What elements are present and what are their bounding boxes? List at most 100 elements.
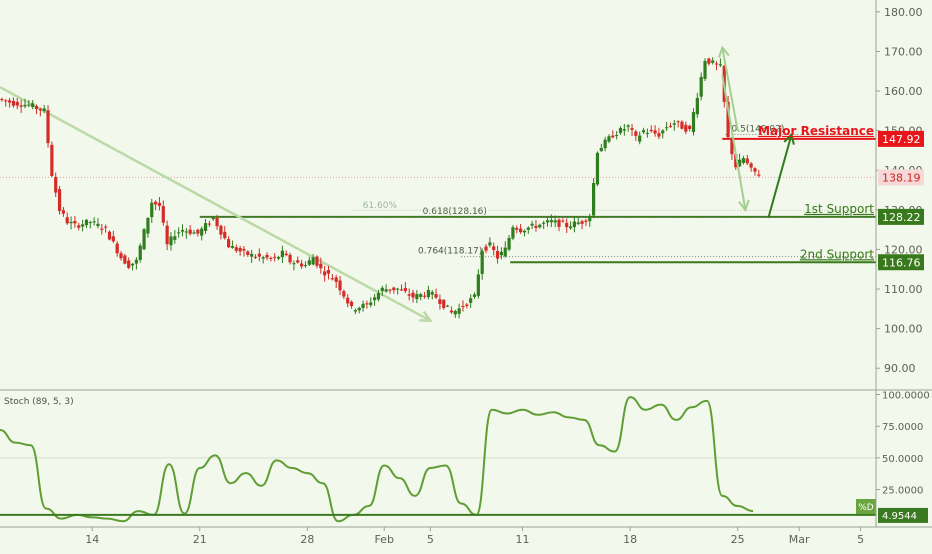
candle-body[interactable] [622, 129, 626, 131]
candle-body[interactable] [392, 287, 396, 291]
candle-body[interactable] [542, 222, 546, 224]
candle-body[interactable] [453, 310, 457, 315]
candle-body[interactable] [207, 223, 211, 225]
candle-body[interactable] [203, 223, 208, 231]
candle-body[interactable] [365, 303, 369, 305]
candle-body[interactable] [8, 100, 12, 103]
candle-body[interactable] [288, 254, 292, 263]
candle-body[interactable] [269, 257, 273, 259]
candle-body[interactable] [665, 127, 669, 129]
candle-body[interactable] [69, 222, 73, 224]
candle-body[interactable] [219, 225, 223, 235]
candle-body[interactable] [323, 271, 327, 276]
candle-body[interactable] [649, 129, 653, 132]
candle-body[interactable] [376, 293, 381, 300]
candle-body[interactable] [741, 158, 746, 163]
candle-body[interactable] [200, 228, 204, 236]
candle-body[interactable] [426, 289, 430, 298]
candle-body[interactable] [23, 104, 27, 107]
candle-body[interactable] [592, 183, 596, 216]
candle-body[interactable] [588, 216, 592, 222]
candle-body[interactable] [718, 64, 722, 66]
candle-body[interactable] [545, 220, 550, 223]
candle-body[interactable] [399, 289, 404, 291]
candle-body[interactable] [100, 228, 104, 230]
candle-body[interactable] [303, 265, 308, 267]
candle-body[interactable] [265, 254, 269, 258]
candle-body[interactable] [526, 227, 530, 230]
candle-body[interactable] [465, 304, 469, 306]
candle-body[interactable] [311, 257, 315, 265]
candle-body[interactable] [561, 220, 565, 222]
candle-body[interactable] [273, 256, 277, 258]
candle-body[interactable] [668, 125, 673, 127]
candle-body[interactable] [753, 168, 757, 172]
candle-body[interactable] [177, 232, 181, 234]
candle-body[interactable] [81, 224, 85, 227]
candle-body[interactable] [553, 220, 557, 223]
candle-body[interactable] [419, 294, 423, 297]
candle-body[interactable] [169, 236, 173, 246]
candle-body[interactable] [568, 226, 573, 229]
candle-body[interactable] [730, 138, 734, 155]
candle-body[interactable] [645, 132, 649, 134]
candle-body[interactable] [630, 128, 634, 130]
candle-body[interactable] [31, 103, 35, 108]
candle-body[interactable] [641, 130, 646, 133]
candle-body[interactable] [488, 242, 492, 246]
candle-body[interactable] [611, 135, 615, 138]
candle-body[interactable] [150, 202, 154, 218]
candle-body[interactable] [353, 310, 357, 312]
candle-body[interactable] [519, 228, 523, 233]
candle-body[interactable] [422, 295, 427, 297]
candle-body[interactable] [576, 222, 580, 224]
candle-body[interactable] [123, 255, 127, 264]
candle-body[interactable] [130, 263, 135, 266]
price-pane[interactable]: 0.5(149.02) 0.618(128.16) 0.764(118.17) 61.… [0, 45, 932, 391]
candle-body[interactable] [180, 229, 185, 232]
candle-body[interactable] [688, 125, 692, 130]
candle-body[interactable] [657, 133, 661, 137]
candle-body[interactable] [580, 221, 584, 224]
candle-body[interactable] [530, 223, 534, 226]
candle-body[interactable] [396, 288, 400, 290]
candle-body[interactable] [238, 247, 242, 252]
candle-body[interactable] [42, 108, 46, 112]
candle-body[interactable] [380, 287, 384, 292]
candle-body[interactable] [107, 231, 112, 240]
candle-body[interactable] [699, 76, 703, 97]
candle-body[interactable] [714, 63, 719, 65]
candle-body[interactable] [173, 236, 177, 240]
candle-body[interactable] [296, 260, 300, 263]
candle-body[interactable] [115, 243, 119, 254]
candle-body[interactable] [403, 288, 407, 292]
candle-body[interactable] [434, 294, 438, 298]
candle-body[interactable] [438, 299, 442, 304]
candle-body[interactable] [84, 219, 89, 226]
candle-body[interactable] [534, 225, 538, 228]
candle-body[interactable] [46, 110, 50, 144]
candle-body[interactable] [234, 247, 238, 251]
candle-body[interactable] [745, 158, 749, 164]
candle-body[interactable] [684, 124, 688, 132]
candle-body[interactable] [215, 217, 219, 227]
candle-body[interactable] [11, 100, 16, 106]
candle-body[interactable] [446, 305, 450, 307]
candle-body[interactable] [346, 297, 350, 304]
candle-body[interactable] [507, 237, 511, 250]
candle-body[interactable] [388, 289, 392, 291]
candle-body[interactable] [538, 224, 542, 228]
candle-body[interactable] [146, 218, 150, 234]
candle-body[interactable] [711, 60, 715, 63]
candle-body[interactable] [607, 136, 611, 142]
candle-body[interactable] [50, 144, 54, 176]
candle-body[interactable] [261, 257, 265, 259]
candle-body[interactable] [157, 202, 162, 206]
candle-body[interactable] [342, 291, 346, 297]
candle-body[interactable] [672, 123, 676, 125]
candle-body[interactable] [749, 163, 753, 168]
candle-body[interactable] [73, 220, 77, 224]
candle-body[interactable] [411, 292, 415, 298]
candle-body[interactable] [634, 131, 638, 136]
candle-body[interactable] [565, 222, 569, 228]
